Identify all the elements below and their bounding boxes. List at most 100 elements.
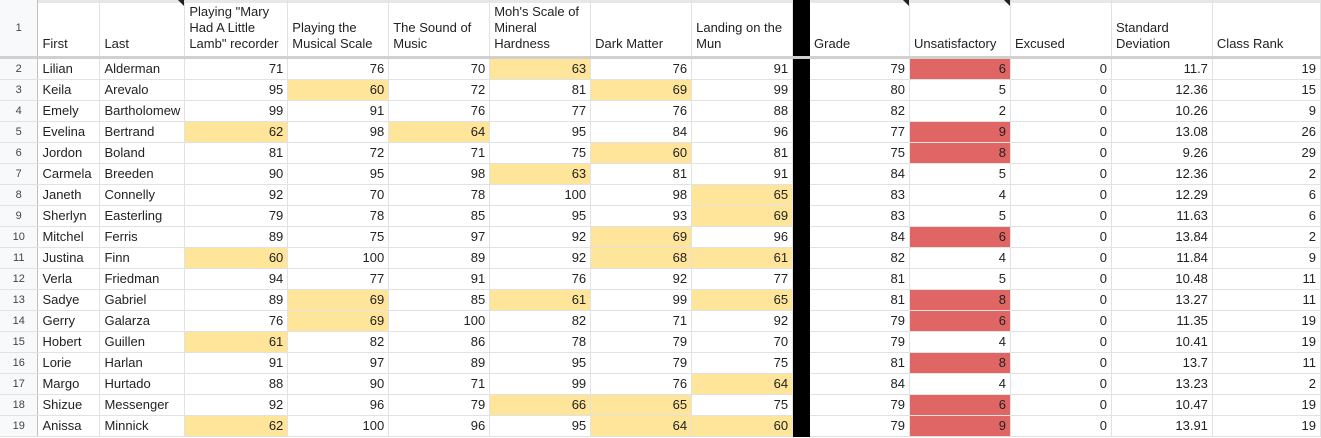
cell-recorder[interactable]: 94 xyxy=(184,268,289,290)
cell-recorder[interactable]: 92 xyxy=(184,394,289,416)
cell-stdev[interactable]: 12.29 xyxy=(1111,184,1213,206)
column-header-sound[interactable]: The Sound of Music xyxy=(388,0,491,59)
cell-stdev[interactable]: 9.26 xyxy=(1111,142,1213,164)
cell-moh[interactable]: 77 xyxy=(489,100,592,122)
cell-scale[interactable]: 98 xyxy=(287,121,390,143)
cell-mun[interactable]: 81 xyxy=(691,142,794,164)
cell-scale[interactable]: 70 xyxy=(287,184,390,206)
cell-unsat[interactable]: 4 xyxy=(909,331,1011,353)
cell-mun[interactable]: 65 xyxy=(691,289,794,311)
cell-dark[interactable]: 65 xyxy=(590,394,693,416)
cell-stdev[interactable]: 12.36 xyxy=(1111,163,1213,185)
cell-first[interactable]: Shizue xyxy=(37,394,101,416)
cell-dark[interactable]: 68 xyxy=(590,247,693,269)
cell-mun[interactable]: 64 xyxy=(691,373,794,395)
cell-rank[interactable]: 2 xyxy=(1212,226,1321,248)
cell-scale[interactable]: 91 xyxy=(287,100,390,122)
cell-last[interactable]: Guillen xyxy=(99,331,186,353)
cell-last[interactable]: Boland xyxy=(99,142,186,164)
cell-sound[interactable]: 71 xyxy=(388,373,491,395)
cell-excused[interactable]: 0 xyxy=(1010,184,1112,206)
cell-first[interactable]: Keila xyxy=(37,79,101,101)
column-header-mun[interactable]: Landing on the Mun xyxy=(691,0,794,59)
cell-dark[interactable]: 79 xyxy=(590,352,693,374)
cell-moh[interactable]: 95 xyxy=(489,121,592,143)
cell-first[interactable]: Justina xyxy=(37,247,101,269)
cell-unsat[interactable]: 5 xyxy=(909,268,1011,290)
cell-moh[interactable]: 99 xyxy=(489,373,592,395)
cell-last[interactable]: Breeden xyxy=(99,163,186,185)
cell-sound[interactable]: 89 xyxy=(388,352,491,374)
cell-recorder[interactable]: 89 xyxy=(184,226,289,248)
column-header-last[interactable]: Last xyxy=(99,0,186,59)
cell-unsat[interactable]: 5 xyxy=(909,163,1011,185)
cell-rank[interactable]: 9 xyxy=(1212,247,1321,269)
cell-recorder[interactable]: 61 xyxy=(184,331,289,353)
cell-excused[interactable]: 0 xyxy=(1010,205,1112,227)
cell-grade[interactable]: 77 xyxy=(809,121,910,143)
cell-scale[interactable]: 69 xyxy=(287,289,390,311)
cell-moh[interactable]: 75 xyxy=(489,142,592,164)
cell-mun[interactable]: 60 xyxy=(691,415,794,437)
cell-scale[interactable]: 97 xyxy=(287,352,390,374)
cell-first[interactable]: Sadye xyxy=(37,289,101,311)
cell-last[interactable]: Harlan xyxy=(99,352,186,374)
cell-dark[interactable]: 99 xyxy=(590,289,693,311)
cell-dark[interactable]: 69 xyxy=(590,79,693,101)
column-header-scale[interactable]: Playing the Musical Scale xyxy=(287,0,390,59)
cell-rank[interactable]: 11 xyxy=(1212,352,1321,374)
cell-grade[interactable]: 79 xyxy=(809,331,910,353)
cell-sound[interactable]: 78 xyxy=(388,184,491,206)
cell-grade[interactable]: 83 xyxy=(809,184,910,206)
cell-dark[interactable]: 71 xyxy=(590,310,693,332)
cell-first[interactable]: Mitchel xyxy=(37,226,101,248)
cell-moh[interactable]: 95 xyxy=(489,415,592,437)
column-header-stdev[interactable]: Standard Deviation xyxy=(1111,0,1213,59)
cell-excused[interactable]: 0 xyxy=(1010,100,1112,122)
cell-rank[interactable]: 19 xyxy=(1212,331,1321,353)
cell-rank[interactable]: 11 xyxy=(1212,268,1321,290)
cell-sound[interactable]: 89 xyxy=(388,247,491,269)
cell-last[interactable]: Ferris xyxy=(99,226,186,248)
cell-unsat[interactable]: 4 xyxy=(909,373,1011,395)
cell-moh[interactable]: 81 xyxy=(489,79,592,101)
cell-first[interactable]: Anissa xyxy=(37,415,101,437)
cell-unsat[interactable]: 4 xyxy=(909,184,1011,206)
cell-first[interactable]: Lilian xyxy=(37,57,101,80)
cell-recorder[interactable]: 62 xyxy=(184,121,289,143)
cell-stdev[interactable]: 11.84 xyxy=(1111,247,1213,269)
cell-last[interactable]: Finn xyxy=(99,247,186,269)
cell-last[interactable]: Bertrand xyxy=(99,121,186,143)
cell-mun[interactable]: 77 xyxy=(691,268,794,290)
cell-dark[interactable]: 76 xyxy=(590,373,693,395)
cell-scale[interactable]: 69 xyxy=(287,310,390,332)
cell-recorder[interactable]: 79 xyxy=(184,205,289,227)
cell-scale[interactable]: 95 xyxy=(287,163,390,185)
cell-rank[interactable]: 9 xyxy=(1212,100,1321,122)
cell-unsat[interactable]: 6 xyxy=(909,57,1011,80)
cell-last[interactable]: Connelly xyxy=(99,184,186,206)
cell-sound[interactable]: 85 xyxy=(388,205,491,227)
cell-excused[interactable]: 0 xyxy=(1010,142,1112,164)
cell-last[interactable]: Friedman xyxy=(99,268,186,290)
cell-unsat[interactable]: 2 xyxy=(909,100,1011,122)
cell-recorder[interactable]: 92 xyxy=(184,184,289,206)
cell-last[interactable]: Minnick xyxy=(99,415,186,437)
cell-last[interactable]: Alderman xyxy=(99,57,186,80)
column-header-excused[interactable]: Excused xyxy=(1010,0,1112,59)
cell-mun[interactable]: 70 xyxy=(691,331,794,353)
row-number[interactable]: 14 xyxy=(0,310,39,332)
cell-dark[interactable]: 81 xyxy=(590,163,693,185)
cell-first[interactable]: Gerry xyxy=(37,310,101,332)
cell-mun[interactable]: 65 xyxy=(691,184,794,206)
cell-scale[interactable]: 72 xyxy=(287,142,390,164)
cell-grade[interactable]: 82 xyxy=(809,247,910,269)
cell-stdev[interactable]: 13.08 xyxy=(1111,121,1213,143)
cell-stdev[interactable]: 11.35 xyxy=(1111,310,1213,332)
cell-stdev[interactable]: 13.7 xyxy=(1111,352,1213,374)
cell-grade[interactable]: 84 xyxy=(809,163,910,185)
cell-stdev[interactable]: 10.48 xyxy=(1111,268,1213,290)
cell-dark[interactable]: 76 xyxy=(590,57,693,80)
cell-scale[interactable]: 76 xyxy=(287,57,390,80)
cell-stdev[interactable]: 11.7 xyxy=(1111,57,1213,80)
